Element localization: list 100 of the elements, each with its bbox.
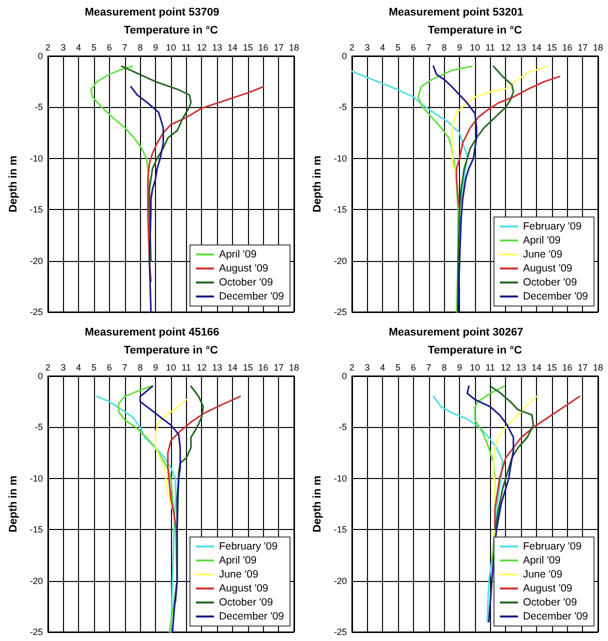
x-tick-label: 14 [227,362,238,372]
y-axis-title: Depth in m [312,475,324,532]
x-tick-label: 6 [106,42,112,52]
x-tick-label: 6 [410,362,416,372]
line-series [451,65,548,190]
x-tick-label: 4 [380,42,386,52]
legend-label: June '09 [522,248,562,260]
x-tick-label: 17 [274,362,284,372]
x-tick-label: 3 [364,42,370,52]
x-tick-label: 12 [196,42,207,52]
x-tick-label: 13 [516,362,526,372]
x-tick-label: 15 [546,362,557,372]
y-tick-label: -25 [334,627,347,637]
x-tick-label: 7 [426,362,432,372]
x-tick-label: 4 [76,362,82,372]
line-series [456,76,560,210]
legend-label: December '09 [522,290,588,302]
y-tick-label: -10 [334,153,347,164]
x-tick-label: 18 [592,42,604,52]
chart-title: Measurement point 30267 [388,326,524,338]
y-tick-label: -15 [334,204,347,215]
y-tick-label: 0 [38,371,43,381]
x-tick-label: 11 [182,42,192,52]
x-tick-label: 16 [562,42,572,52]
x-tick-label: 18 [288,42,300,52]
y-tick-label: -25 [30,307,43,317]
y-tick-label: -10 [30,473,43,484]
line-series [466,385,514,623]
legend-label: December '09 [218,610,284,622]
x-tick-label: 15 [546,42,557,52]
y-axis-title: Depth in m [312,155,324,212]
x-tick-label: 7 [122,362,128,372]
x-tick-label: 2 [45,42,50,52]
y-tick-label: -5 [338,422,347,432]
x-tick-label: 10 [166,362,176,372]
legend-label: October '09 [218,596,274,608]
x-tick-label: 18 [592,362,604,372]
legend-label: April '09 [218,554,257,566]
x-tick-label: 18 [288,362,300,372]
x-tick-label: 6 [106,362,112,372]
chart-title: Measurement point 45166 [84,326,220,338]
y-tick-label: -10 [334,473,347,484]
x-tick-label: 7 [122,42,128,52]
x-tick-label: 2 [349,42,354,52]
y-tick-label: -15 [334,524,347,535]
y-tick-label: -20 [30,256,43,266]
chart-title: Measurement point 53709 [84,6,220,18]
x-tick-label: 11 [486,42,496,52]
x-tick-label: 4 [380,362,386,372]
line-series [120,65,192,262]
x-tick-label: 4 [76,42,82,52]
line-series [490,385,534,530]
line-series [432,65,478,313]
legend-label: August '09 [522,582,572,594]
legend-label: December '09 [218,290,284,302]
y-tick-label: -15 [30,204,43,215]
x-axis-title: Temperature in °C [124,24,218,36]
y-tick-label: -5 [34,422,43,432]
legend-label: August '09 [522,262,572,274]
x-tick-label: 17 [578,362,588,372]
y-tick-label: 0 [38,51,43,61]
x-tick-label: 5 [92,362,97,372]
x-tick-label: 9 [457,42,462,52]
chart-title: Measurement point 53201 [388,6,524,18]
y-tick-label: -10 [30,153,43,164]
x-tick-label: 12 [500,42,511,52]
line-series [118,385,178,633]
x-tick-label: 7 [426,42,432,52]
legend-label: October '09 [522,596,578,608]
x-tick-label: 10 [470,42,480,52]
x-tick-label: 3 [364,362,370,372]
legend-label: October '09 [522,276,578,288]
y-tick-label: -20 [30,576,43,586]
line-series [96,396,176,633]
x-tick-label: 9 [153,362,158,372]
x-tick-label: 14 [531,362,542,372]
x-tick-label: 12 [500,362,511,372]
x-tick-label: 14 [531,42,542,52]
x-tick-label: 15 [242,42,253,52]
x-axis-title: Temperature in °C [428,24,522,36]
x-tick-label: 8 [138,362,143,372]
y-tick-label: -25 [30,627,43,637]
x-tick-label: 5 [92,42,97,52]
x-tick-label: 10 [166,42,176,52]
x-tick-label: 8 [138,42,143,52]
legend-label: April '09 [522,554,561,566]
x-tick-label: 8 [442,362,447,372]
x-tick-label: 17 [274,42,284,52]
x-tick-label: 11 [486,362,496,372]
x-tick-label: 8 [442,42,447,52]
legend-label: April '09 [218,248,257,260]
x-tick-label: 2 [349,362,354,372]
y-tick-label: -15 [30,524,43,535]
legend-label: December '09 [522,610,588,622]
line-series [417,65,473,313]
x-tick-label: 16 [258,362,268,372]
legend-label: August '09 [218,262,268,274]
legend-label: April '09 [522,234,561,246]
x-tick-label: 11 [182,362,192,372]
line-series [139,385,181,633]
